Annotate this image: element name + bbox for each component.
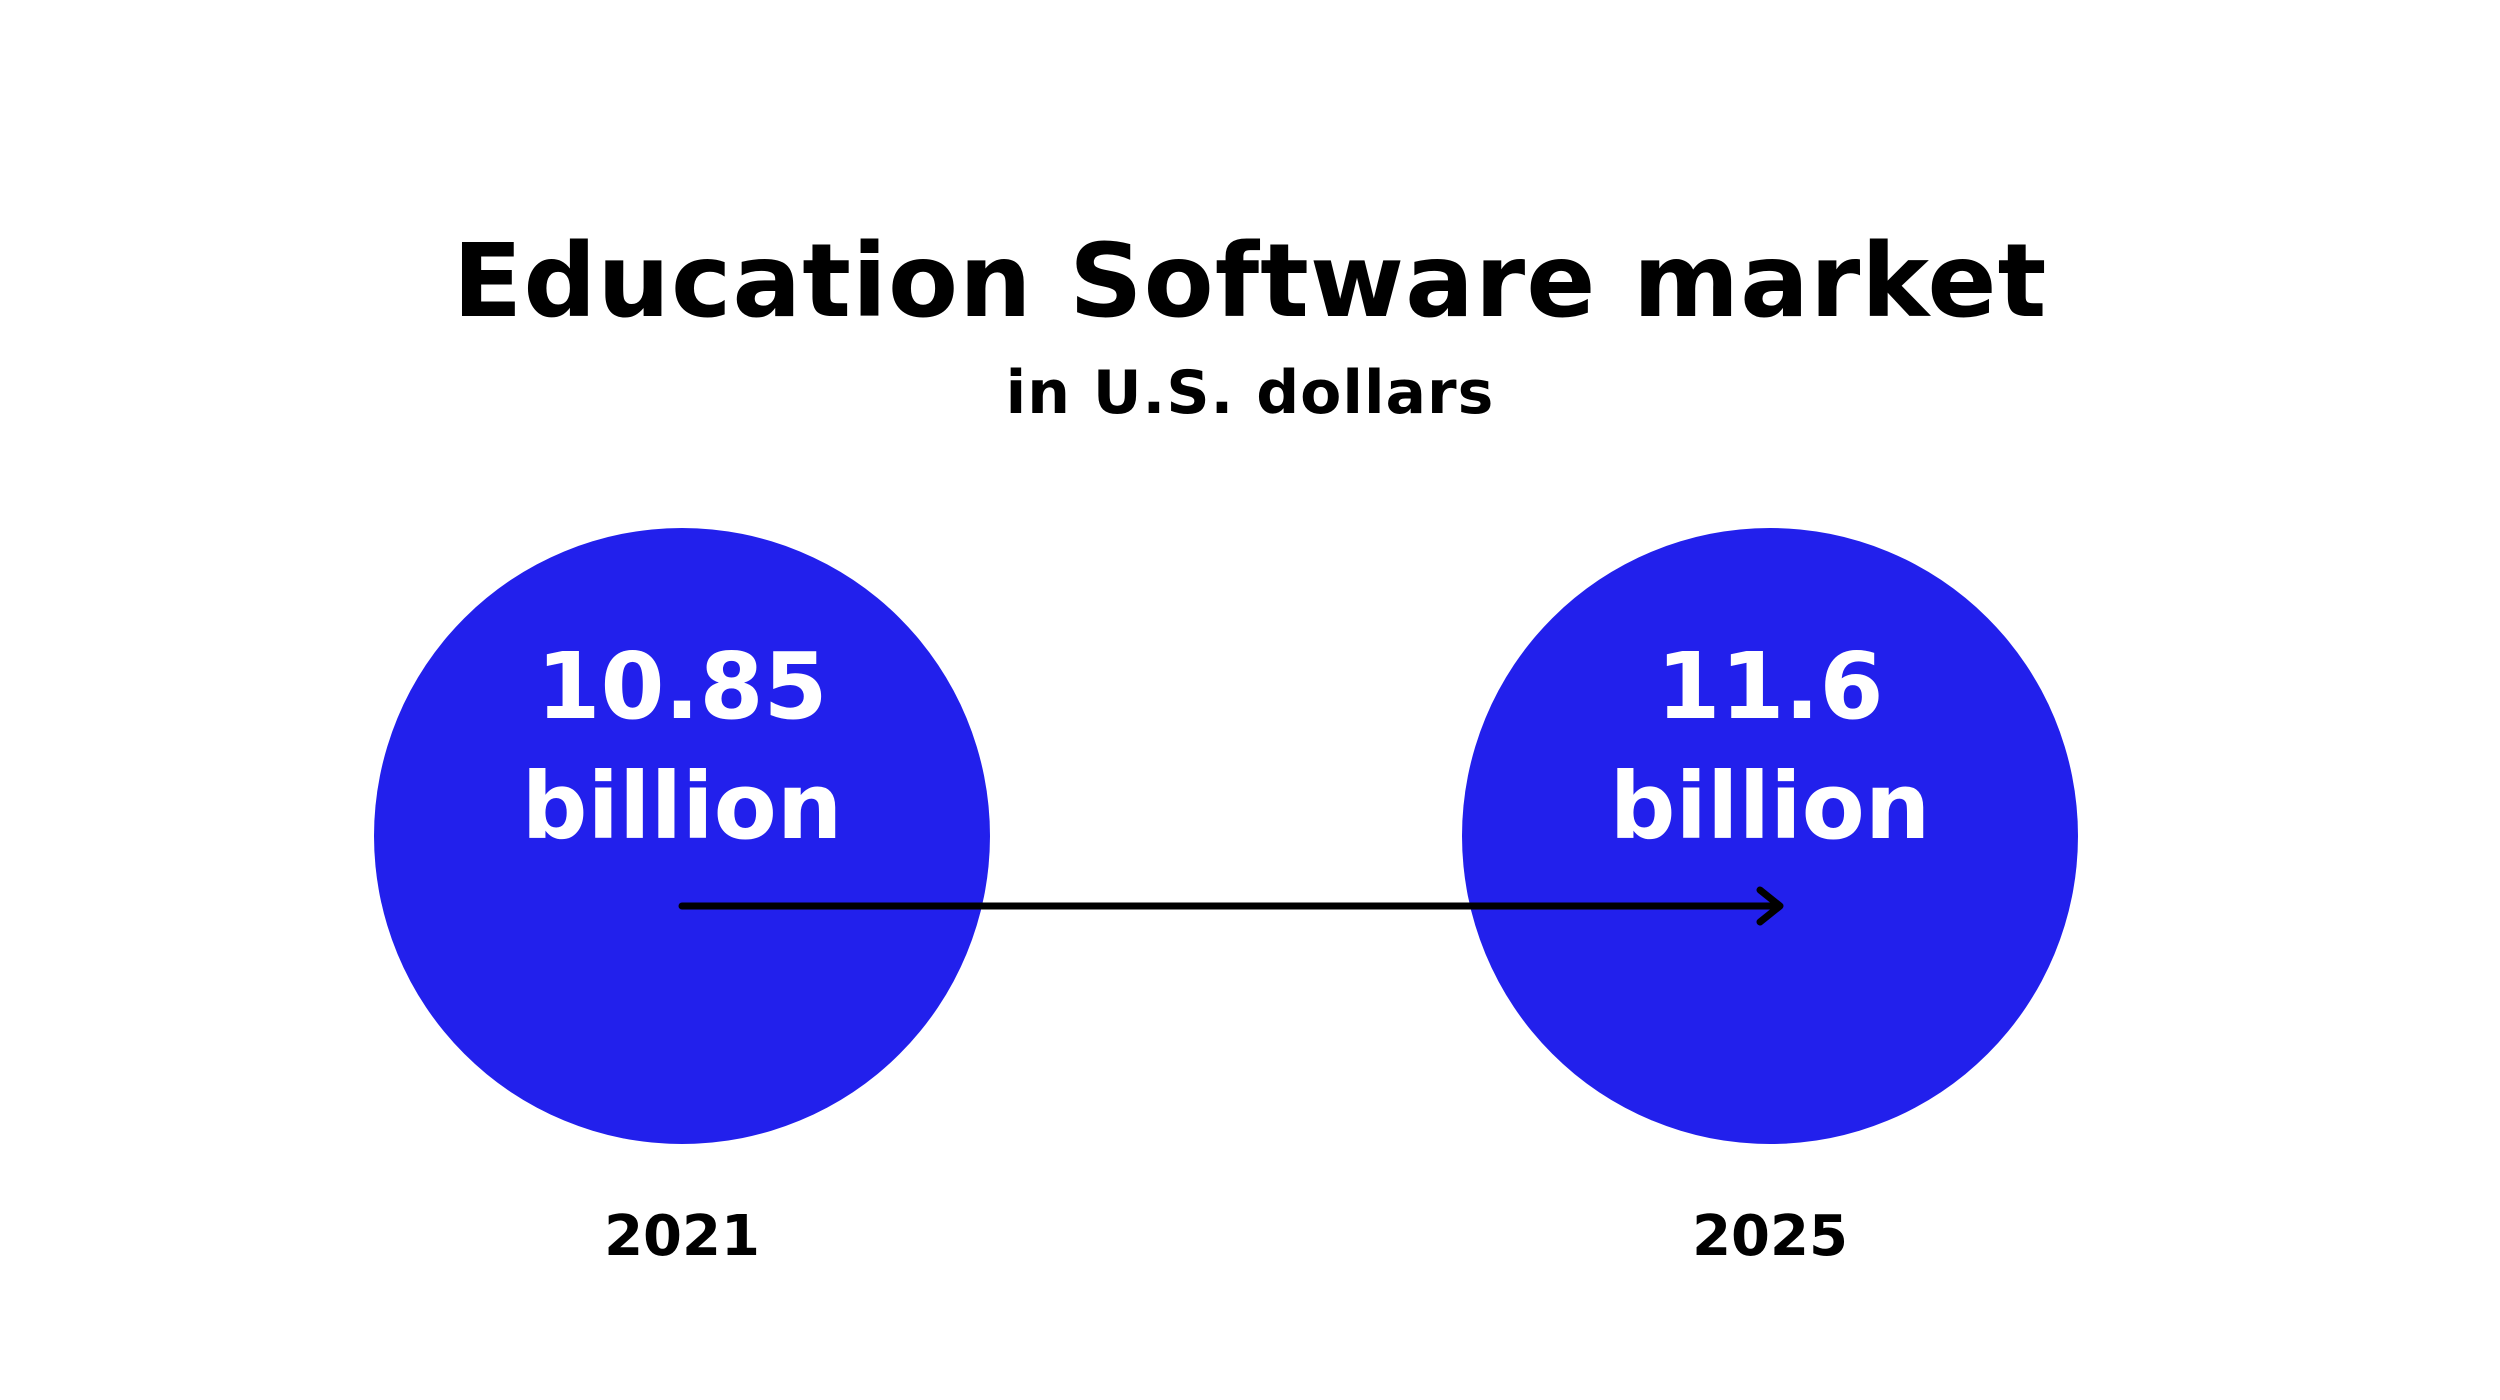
value-label-number-2021: 10.85 <box>536 633 827 740</box>
bubble-2021 <box>374 528 990 1144</box>
value-label-unit-2025: billion <box>1610 753 1931 860</box>
category-label-2025: 2025 <box>1692 1204 1848 1269</box>
arrow-layer <box>678 886 1784 926</box>
bubble-2025 <box>1462 528 2078 1144</box>
labels-layer: 10.85 billion 2021 11.6 billion 2025 <box>522 633 1931 1269</box>
value-label-unit-2021: billion <box>522 753 843 860</box>
arrow-head <box>1756 886 1784 926</box>
chart-subtitle: in U.S. dollars <box>1005 358 1495 428</box>
bubbles-layer <box>374 528 2078 1144</box>
chart-title: Education Software market <box>452 222 2048 341</box>
category-label-2021: 2021 <box>604 1204 760 1269</box>
value-label-number-2025: 11.6 <box>1657 633 1884 740</box>
